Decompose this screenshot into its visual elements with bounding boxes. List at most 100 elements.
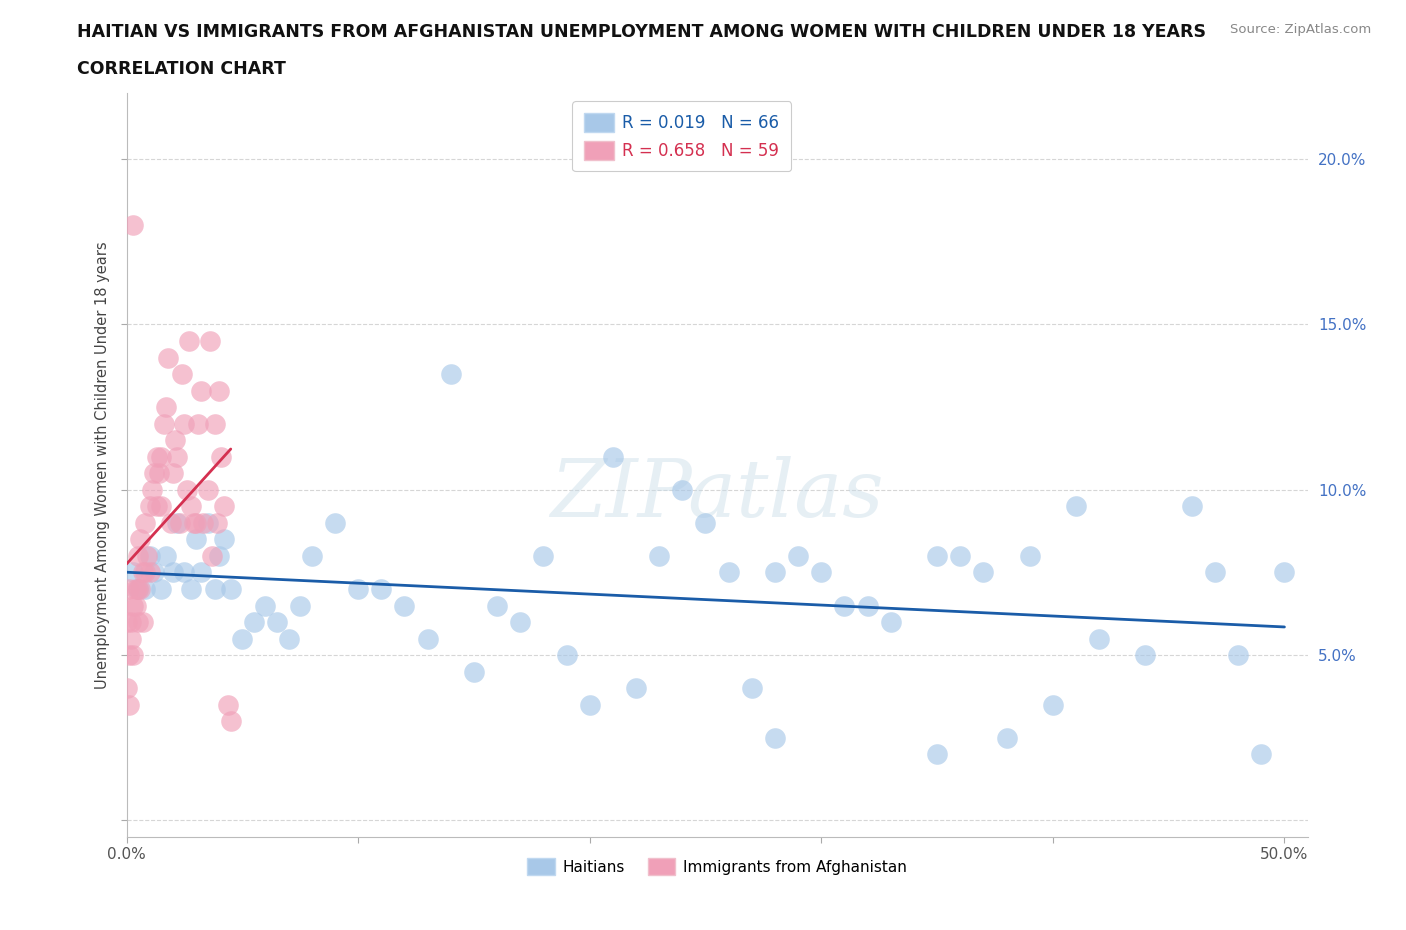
Point	[143, 466, 166, 481]
Point	[150, 581, 173, 596]
Point	[198, 334, 221, 349]
Point	[191, 515, 214, 530]
Text: HAITIAN VS IMMIGRANTS FROM AFGHANISTAN UNEMPLOYMENT AMONG WOMEN WITH CHILDREN UN: HAITIAN VS IMMIGRANTS FROM AFGHANISTAN U…	[77, 23, 1206, 41]
Point	[145, 449, 167, 464]
Point	[138, 549, 160, 564]
Point	[122, 218, 145, 232]
Point	[125, 598, 148, 613]
Point	[717, 565, 740, 580]
Point	[277, 631, 299, 646]
Point	[555, 647, 578, 662]
Point	[141, 483, 163, 498]
Point	[1135, 647, 1157, 662]
Point	[125, 581, 148, 596]
Point	[741, 681, 763, 696]
Point	[212, 498, 235, 513]
Point	[122, 647, 145, 662]
Point	[231, 631, 253, 646]
Point	[127, 581, 149, 596]
Legend: Haitians, Immigrants from Afghanistan: Haitians, Immigrants from Afghanistan	[522, 852, 912, 882]
Point	[347, 581, 370, 596]
Point	[1042, 698, 1064, 712]
Point	[763, 730, 786, 745]
Point	[323, 515, 346, 530]
Point	[416, 631, 439, 646]
Point	[127, 549, 149, 564]
Point	[173, 565, 195, 580]
Point	[129, 532, 152, 547]
Point	[531, 549, 554, 564]
Point	[166, 515, 188, 530]
Point	[254, 598, 277, 613]
Point	[122, 565, 145, 580]
Point	[190, 383, 212, 398]
Point	[1274, 565, 1296, 580]
Point	[162, 565, 184, 580]
Point	[148, 466, 170, 481]
Point	[810, 565, 832, 580]
Point	[648, 549, 671, 564]
Point	[695, 515, 717, 530]
Point	[134, 565, 156, 580]
Point	[134, 581, 156, 596]
Point	[183, 515, 205, 530]
Point	[115, 615, 138, 630]
Point	[127, 615, 149, 630]
Point	[138, 565, 160, 580]
Point	[671, 483, 693, 498]
Point	[166, 449, 188, 464]
Point	[176, 483, 198, 498]
Point	[180, 498, 202, 513]
Point	[509, 615, 531, 630]
Text: Source: ZipAtlas.com: Source: ZipAtlas.com	[1230, 23, 1371, 36]
Point	[172, 366, 194, 381]
Point	[201, 549, 224, 564]
Point	[138, 498, 160, 513]
Point	[132, 565, 155, 580]
Point	[173, 417, 195, 432]
Point	[118, 581, 141, 596]
Point	[301, 549, 323, 564]
Point	[184, 515, 207, 530]
Point	[118, 698, 141, 712]
Point	[394, 598, 416, 613]
Y-axis label: Unemployment Among Women with Children Under 18 years: Unemployment Among Women with Children U…	[94, 241, 110, 689]
Point	[184, 532, 207, 547]
Text: CORRELATION CHART: CORRELATION CHART	[77, 60, 287, 78]
Point	[187, 417, 209, 432]
Point	[197, 483, 219, 498]
Point	[1088, 631, 1111, 646]
Point	[115, 681, 138, 696]
Point	[155, 400, 177, 415]
Point	[197, 515, 219, 530]
Point	[165, 432, 187, 447]
Point	[763, 565, 786, 580]
Point	[150, 498, 173, 513]
Point	[152, 417, 174, 432]
Point	[212, 532, 235, 547]
Point	[624, 681, 647, 696]
Point	[219, 581, 242, 596]
Point	[162, 466, 184, 481]
Point	[949, 549, 972, 564]
Point	[157, 350, 180, 365]
Point	[1064, 498, 1087, 513]
Point	[169, 515, 191, 530]
Point	[150, 449, 173, 464]
Point	[145, 498, 167, 513]
Point	[925, 549, 948, 564]
Point	[155, 549, 177, 564]
Point	[834, 598, 856, 613]
Point	[995, 730, 1018, 745]
Point	[1250, 747, 1272, 762]
Point	[136, 549, 159, 564]
Point	[578, 698, 600, 712]
Point	[290, 598, 312, 613]
Point	[1204, 565, 1226, 580]
Point	[856, 598, 879, 613]
Point	[219, 714, 242, 729]
Point	[122, 598, 145, 613]
Point	[1181, 498, 1204, 513]
Point	[266, 615, 288, 630]
Point	[602, 449, 624, 464]
